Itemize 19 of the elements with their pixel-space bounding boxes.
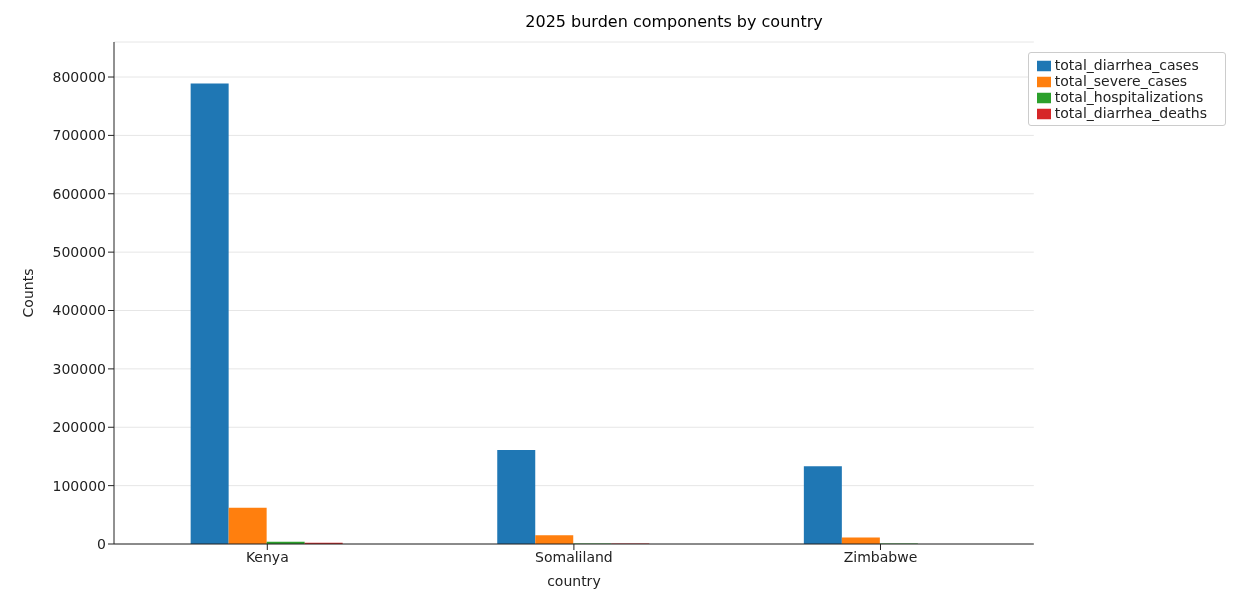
x-axis-title: country (547, 573, 601, 589)
legend-label: total_hospitalizations (1054, 89, 1204, 105)
y-tick-label: 200000 (52, 419, 106, 436)
y-axis-title: Counts (19, 268, 36, 318)
y-tick-label: 0 (97, 535, 106, 552)
legend-label: total_severe_cases (1054, 73, 1188, 89)
x-tick-label: Somaliland (535, 548, 613, 565)
chart-title: 2025 burden components by country (524, 12, 824, 31)
y-tick-label: 100000 (52, 477, 106, 494)
y-tick-label: 300000 (52, 360, 106, 377)
legend-label: total_diarrhea_cases (1054, 57, 1199, 73)
y-tick-label: 600000 (52, 185, 106, 202)
legend-label: total_diarrhea_deaths (1054, 105, 1207, 121)
x-tick-label: Zimbabwe (843, 548, 918, 565)
y-tick-label: 700000 (52, 127, 106, 144)
y-tick-label: 800000 (52, 68, 106, 85)
x-tick-label: Kenya (245, 548, 289, 565)
y-tick-label: 400000 (52, 302, 106, 319)
y-tick-label: 500000 (52, 244, 106, 261)
